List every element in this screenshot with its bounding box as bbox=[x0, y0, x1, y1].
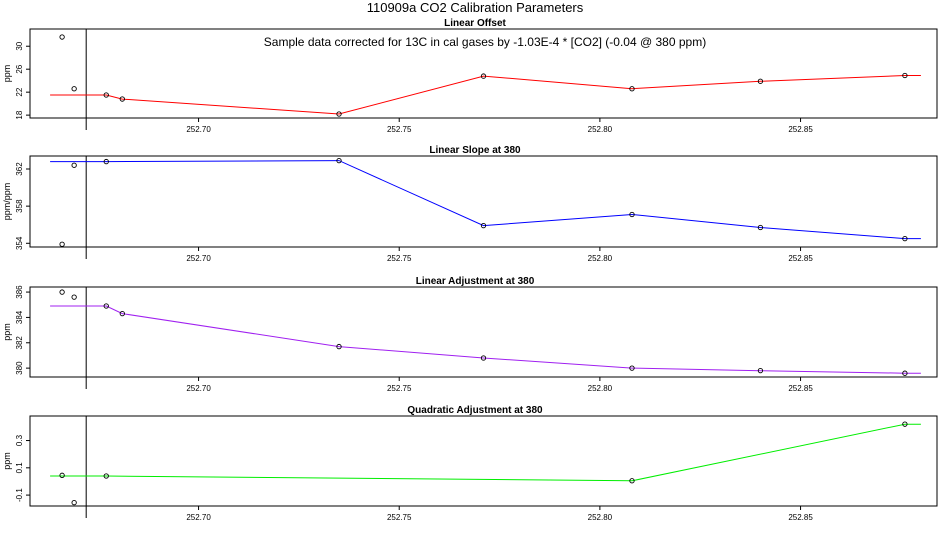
data-point bbox=[59, 472, 65, 478]
y-tick-label: 18 bbox=[15, 110, 24, 119]
series-line bbox=[50, 305, 921, 374]
data-point bbox=[336, 111, 342, 117]
y-axis-label: ppm bbox=[2, 323, 12, 341]
page-title: 110909a CO2 Calibration Parameters bbox=[366, 0, 584, 15]
x-tick-label: 252.75 bbox=[387, 513, 412, 522]
y-tick-label: 380 bbox=[15, 361, 24, 375]
x-tick-label: 252.70 bbox=[186, 384, 211, 393]
series-line bbox=[50, 423, 921, 482]
x-tick-label: 252.70 bbox=[186, 254, 211, 263]
y-tick-label: 386 bbox=[15, 285, 24, 299]
panel-title: Linear Slope at 380 bbox=[429, 145, 521, 156]
x-tick-label: 252.75 bbox=[387, 254, 412, 263]
data-point bbox=[71, 162, 77, 168]
panel-3: Linear Adjustment at 380 ppm 380 382 384 386 2… bbox=[2, 276, 938, 393]
x-tick-label: 252.85 bbox=[788, 384, 813, 393]
data-point bbox=[336, 343, 342, 350]
series-line bbox=[50, 75, 921, 115]
plot-frame bbox=[29, 155, 938, 248]
x-tick-label: 252.70 bbox=[186, 513, 211, 522]
y-tick-label: 362 bbox=[15, 162, 24, 176]
y-tick-label: 382 bbox=[15, 336, 24, 350]
data-point bbox=[902, 72, 908, 79]
x-tick-label: 252.80 bbox=[588, 125, 613, 134]
y-tick-label: 358 bbox=[15, 199, 24, 213]
y-tick-label: 30 bbox=[15, 41, 24, 50]
data-point bbox=[480, 222, 487, 229]
data-point bbox=[902, 370, 908, 376]
data-point bbox=[629, 211, 635, 218]
data-point bbox=[59, 34, 65, 40]
y-tick-label: -0.1 bbox=[15, 488, 24, 502]
data-point bbox=[71, 294, 77, 300]
y-tick-label: 22 bbox=[15, 87, 24, 96]
data-point bbox=[103, 158, 109, 165]
x-tick-label: 252.80 bbox=[588, 513, 613, 522]
x-tick-label: 252.80 bbox=[588, 254, 613, 263]
data-point bbox=[71, 86, 77, 92]
panel-4: Quadratic Adjustment at 380 ppm -0.1 0.1 0.3… bbox=[2, 405, 938, 522]
y-tick-label: 384 bbox=[15, 310, 24, 324]
x-tick-label: 252.85 bbox=[788, 125, 813, 134]
data-point bbox=[902, 235, 908, 242]
panel-title: Linear Adjustment at 380 bbox=[416, 276, 535, 287]
data-point bbox=[629, 478, 635, 484]
y-tick-label: 354 bbox=[15, 236, 24, 250]
panel-title: Quadratic Adjustment at 380 bbox=[407, 405, 543, 416]
plot-frame bbox=[29, 286, 938, 378]
series-line bbox=[50, 160, 921, 240]
panel-2: Linear Slope at 380 ppm/ppm 354 358 362 252.7… bbox=[2, 145, 938, 263]
data-point bbox=[629, 365, 635, 371]
data-point bbox=[480, 355, 487, 361]
data-point bbox=[103, 473, 109, 479]
x-tick-label: 252.80 bbox=[588, 384, 613, 393]
x-tick-label: 252.75 bbox=[387, 125, 412, 134]
panel-1: Linear Offset ppm Sample data corrected fo… bbox=[2, 18, 938, 134]
data-point bbox=[757, 78, 764, 84]
y-axis-label: ppm/ppm bbox=[2, 183, 12, 221]
y-axis-label: ppm bbox=[2, 452, 12, 470]
y-tick-label: 0.1 bbox=[15, 462, 24, 474]
x-tick-label: 252.70 bbox=[186, 125, 211, 134]
data-point bbox=[119, 310, 125, 317]
data-point bbox=[757, 368, 764, 374]
data-point bbox=[336, 157, 342, 164]
data-point bbox=[629, 86, 635, 92]
data-point bbox=[902, 421, 908, 427]
data-point bbox=[59, 289, 65, 295]
panel-title: Linear Offset bbox=[444, 18, 506, 29]
annotation-text: Sample data corrected for 13C in cal gas… bbox=[264, 35, 706, 49]
data-point bbox=[480, 73, 487, 79]
x-tick-label: 252.85 bbox=[788, 254, 813, 263]
data-point bbox=[71, 499, 77, 506]
y-tick-label: 0.3 bbox=[15, 434, 24, 446]
data-point bbox=[119, 96, 125, 102]
data-point bbox=[103, 303, 109, 309]
y-tick-label: 26 bbox=[15, 64, 24, 73]
plot-frame bbox=[29, 415, 938, 507]
data-point bbox=[757, 224, 764, 231]
data-point bbox=[103, 92, 109, 98]
x-tick-label: 252.75 bbox=[387, 384, 412, 393]
y-axis-label: ppm bbox=[2, 65, 12, 83]
data-point bbox=[59, 241, 65, 247]
x-tick-label: 252.85 bbox=[788, 513, 813, 522]
plot-frame bbox=[29, 28, 938, 119]
